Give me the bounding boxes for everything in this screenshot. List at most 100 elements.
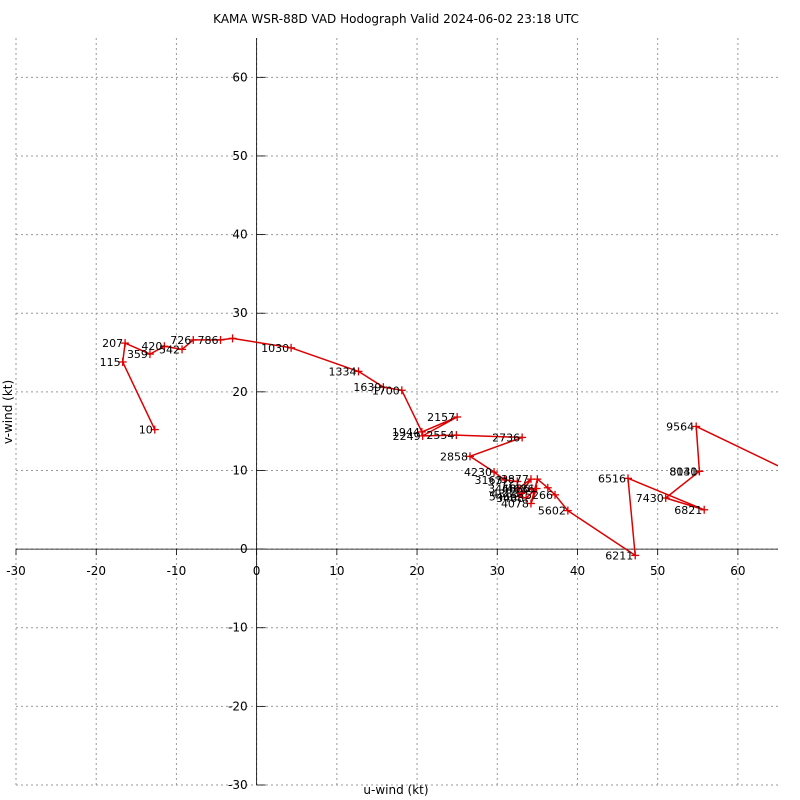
data-point-marker	[379, 383, 388, 392]
data-point-marker	[514, 492, 523, 501]
y-tick-label: 50	[232, 149, 247, 163]
chart-title: KAMA WSR-88D VAD Hodograph Valid 2024-06…	[213, 12, 579, 26]
data-point-marker	[551, 490, 560, 499]
height-label: 6516	[598, 472, 626, 485]
x-tick-label: 20	[409, 564, 424, 578]
height-label: 6821	[674, 504, 702, 517]
data-point-marker	[533, 475, 542, 484]
data-point-marker	[700, 505, 709, 514]
data-point-marker	[418, 431, 427, 440]
height-label: 4078	[501, 497, 529, 510]
y-tick-label: -30	[228, 778, 248, 792]
height-label: 2736	[492, 431, 520, 444]
height-label: 10	[139, 424, 153, 437]
data-point-marker	[500, 475, 509, 484]
data-point-marker	[631, 551, 640, 560]
data-point-marker	[118, 357, 127, 366]
data-point-marker	[532, 484, 541, 493]
y-tick-label: 10	[232, 463, 247, 477]
height-label: 3468	[488, 483, 516, 496]
x-tick-label: -20	[86, 564, 106, 578]
data-point-marker	[121, 339, 130, 348]
data-point-marker	[397, 386, 406, 395]
height-label: 8040	[669, 465, 697, 478]
y-tick-label: 0	[240, 542, 248, 556]
data-point-marker	[518, 433, 527, 442]
data-point-marker	[189, 335, 198, 344]
height-label: 8131	[669, 465, 697, 478]
y-tick-label: -20	[228, 699, 248, 713]
height-label: 207	[102, 337, 123, 350]
data-point-marker	[160, 342, 169, 351]
height-label: 2858	[440, 450, 468, 463]
data-point-marker	[216, 335, 225, 344]
height-label: 359	[127, 348, 148, 361]
data-point-marker	[513, 477, 522, 486]
height-label: 9564	[666, 420, 694, 433]
x-tick-label: 40	[570, 564, 585, 578]
data-point-marker	[514, 484, 523, 493]
y-tick-label: 20	[232, 385, 247, 399]
data-point-marker	[563, 506, 572, 515]
height-label: 4686	[507, 483, 535, 496]
tick-labels: -30 -20 -10 0 10 20 30 40 50 60 -30 -20 -10 0 10 20 30 40…	[6, 70, 745, 792]
height-label: 4230	[464, 466, 492, 479]
height-label: 5602	[538, 505, 566, 518]
data-point-marker	[452, 431, 461, 440]
height-label: 1030	[261, 342, 289, 355]
height-label: 786	[198, 334, 219, 347]
height-label: 4686	[502, 483, 530, 496]
height-label: 4383	[491, 487, 519, 500]
data-point-marker	[526, 499, 535, 508]
x-tick-label: 0	[253, 564, 261, 578]
y-tick-label: 30	[232, 306, 247, 320]
height-label: 3163	[474, 474, 502, 487]
data-point-marker	[543, 483, 552, 492]
x-tick-label: 10	[329, 564, 344, 578]
data-point-marker	[465, 452, 474, 461]
x-tick-label: -30	[6, 564, 26, 578]
height-label: 420	[141, 340, 162, 353]
height-label: 3772	[487, 475, 515, 488]
x-tick-label: 60	[730, 564, 745, 578]
x-tick-label: -10	[167, 564, 187, 578]
height-label: 3877	[501, 473, 529, 486]
x-tick-label: 50	[650, 564, 665, 578]
height-label: 7430	[636, 492, 664, 505]
data-point-marker	[695, 467, 704, 476]
hodograph-trace	[121, 337, 778, 557]
x-axis-label: u-wind (kt)	[363, 783, 428, 797]
height-label: 3488	[496, 492, 524, 505]
data-point-marker	[287, 343, 296, 352]
height-label: 6211	[605, 549, 633, 562]
y-tick-label: 40	[232, 228, 247, 242]
x-tick-label: 30	[490, 564, 505, 578]
data-point-marker	[354, 367, 363, 376]
height-label: 1639	[353, 381, 381, 394]
height-label: 115	[100, 356, 121, 369]
data-point-marker	[228, 334, 237, 343]
data-point-marker	[150, 425, 159, 434]
height-label: 1944	[392, 426, 420, 439]
height-label: 2249	[393, 430, 421, 443]
data-point-marker	[417, 427, 426, 436]
height-label: 5466	[489, 490, 517, 503]
height-label: 5266	[525, 489, 553, 502]
height-label: 1700	[372, 384, 400, 397]
data-point-marker	[490, 468, 499, 477]
y-tick-label: 60	[232, 70, 247, 84]
data-point-marker	[661, 493, 670, 502]
height-label: 726	[170, 334, 191, 347]
hodograph-line	[121, 337, 778, 557]
height-label: 542	[159, 343, 180, 356]
data-point-marker	[522, 493, 531, 502]
grid-lines	[15, 38, 778, 786]
data-markers	[118, 334, 709, 560]
height-label: 1334	[328, 365, 356, 378]
axes	[15, 38, 778, 786]
height-label: 2157	[427, 411, 455, 424]
data-point-marker	[145, 350, 154, 359]
y-axis-label: v-wind (kt)	[1, 380, 15, 444]
